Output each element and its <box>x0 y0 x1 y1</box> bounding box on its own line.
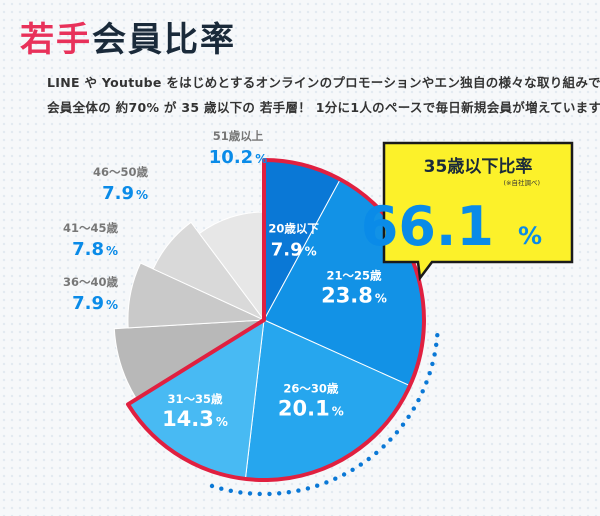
decorative-dot <box>411 406 416 411</box>
pie-slice <box>127 262 265 329</box>
decorative-dot <box>388 437 393 442</box>
slice-label: 51歳以上 <box>213 129 264 143</box>
title-accent: 若手 <box>20 20 92 60</box>
slice-label: 46～50歳 <box>93 165 149 179</box>
pie-slice <box>152 221 265 321</box>
title-rest: 会員比率 <box>92 20 236 60</box>
decorative-dot <box>257 491 262 497</box>
decorative-dot <box>381 444 386 449</box>
decorative-dot <box>435 333 440 338</box>
decorative-dot <box>416 397 421 403</box>
decorative-dot <box>394 430 400 435</box>
slice-value: 23.8% <box>321 284 387 308</box>
page-title: 若手会員比率 <box>20 12 236 61</box>
decorative-dot <box>358 462 363 467</box>
slice-label: 26～30歳 <box>283 382 339 396</box>
decorative-dot <box>209 483 215 489</box>
decorative-dot <box>286 490 291 495</box>
decorative-dot <box>228 488 233 493</box>
decorative-dot <box>366 456 371 462</box>
callout-note: (※自社調べ) <box>503 178 540 187</box>
decorative-dot <box>341 472 347 477</box>
slice-value: 20.1% <box>278 397 344 421</box>
callout-unit: % <box>518 222 542 250</box>
decorative-dot <box>427 371 432 376</box>
description-line-1: LINE や Youtube をはじめとするオンラインのプロモーションやエン独自… <box>47 75 600 90</box>
decorative-dot <box>324 480 329 485</box>
under-35-callout: 35歳以下比率 (※自社調べ) 66.1 % <box>361 141 574 282</box>
description-line-2: 会員全体の 約70% が 35 歳以下の 若手層！ 1分に1人のペースで毎日新規… <box>47 100 600 115</box>
decorative-dot <box>305 486 311 491</box>
decorative-dot <box>333 476 338 481</box>
decorative-dot <box>219 486 224 491</box>
slice-label: 31～35歳 <box>167 392 223 406</box>
slice-label: 41～45歳 <box>63 221 119 235</box>
slice-value: 7.9% <box>102 183 148 204</box>
slice-label: 36～40歳 <box>63 275 119 289</box>
callout-value: 66.1 <box>361 195 494 258</box>
callout-box <box>382 141 574 282</box>
decorative-dot <box>350 467 355 472</box>
decorative-dot <box>432 352 437 357</box>
decorative-dot <box>406 414 411 419</box>
decorative-dot <box>424 380 429 385</box>
decorative-dot <box>430 361 435 367</box>
decorative-dot <box>267 491 272 497</box>
decorative-dot <box>277 491 282 496</box>
decorative-dot <box>434 342 439 347</box>
decorative-dot <box>296 488 301 493</box>
callout-title: 35歳以下比率 <box>424 156 533 177</box>
decorative-dot <box>400 422 406 427</box>
slice-value: 7.9% <box>271 239 317 260</box>
decorative-dot <box>374 450 379 456</box>
slice-label: 20歳以下 <box>268 221 319 235</box>
decorative-dotted-arc <box>209 333 440 497</box>
under-35-highlight-border <box>126 158 426 482</box>
slice-value: 10.2% <box>209 147 267 168</box>
decorative-dot <box>247 491 253 496</box>
slice-label: 21～25歳 <box>327 269 383 283</box>
decorative-dot <box>420 389 425 394</box>
slice-value: 14.3% <box>162 407 228 431</box>
slice-value: 7.9% <box>72 293 118 314</box>
slice-value: 7.8% <box>72 239 118 260</box>
decorative-dot <box>315 483 320 488</box>
decorative-dot <box>238 490 243 495</box>
